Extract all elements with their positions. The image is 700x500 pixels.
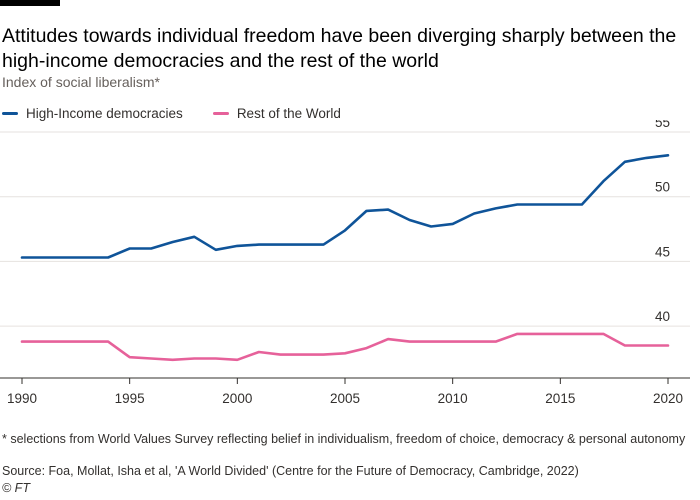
y-tick-label-50: 50 bbox=[655, 180, 670, 195]
series-line-rest-of-world bbox=[20, 332, 670, 362]
chart-title: Attitudes towards individual freedom hav… bbox=[2, 25, 677, 73]
footnote: * selections from World Values Survey re… bbox=[2, 432, 686, 446]
x-axis: 1990 1995 2000 2005 2010 2015 2020 bbox=[0, 377, 690, 406]
legend-swatch-high-income bbox=[2, 112, 18, 115]
x-tick-label-1990: 1990 bbox=[7, 391, 37, 406]
x-tick-label-2010: 2010 bbox=[438, 391, 468, 406]
chart-legend: High-Income democracies Rest of the Worl… bbox=[2, 106, 371, 121]
x-tick-label-2000: 2000 bbox=[222, 391, 252, 406]
x-tick-label-2020: 2020 bbox=[653, 391, 683, 406]
chart-subtitle: Index of social liberalism* bbox=[2, 74, 160, 90]
y-tick-label-55: 55 bbox=[655, 120, 670, 130]
legend-label-high-income: High-Income democracies bbox=[26, 106, 183, 121]
legend-item-high-income: High-Income democracies bbox=[2, 106, 183, 121]
legend-label-rest-of-world: Rest of the World bbox=[236, 106, 341, 121]
line-chart: 40 45 50 55 1990 1995 2000 2005 2010 2015 2020 bbox=[0, 120, 690, 406]
ft-top-bar bbox=[0, 0, 60, 6]
y-tick-label-45: 45 bbox=[655, 244, 670, 259]
y-tick-label-40: 40 bbox=[655, 309, 670, 324]
legend-swatch-rest-of-world bbox=[212, 112, 229, 115]
series-line-high-income bbox=[20, 153, 670, 259]
x-tick-label-2015: 2015 bbox=[545, 391, 575, 406]
gridlines bbox=[0, 131, 690, 327]
source-note: Source: Foa, Mollat, Isha et al, 'A Worl… bbox=[2, 464, 579, 478]
legend-item-rest-of-world: Rest of the World bbox=[212, 106, 341, 121]
x-tick-label-1995: 1995 bbox=[115, 391, 145, 406]
ft-credit: © FT bbox=[2, 481, 30, 495]
series-lines bbox=[20, 153, 670, 362]
x-tick-label-2005: 2005 bbox=[330, 391, 360, 406]
y-axis-ticks: 40 45 50 55 bbox=[655, 120, 670, 324]
